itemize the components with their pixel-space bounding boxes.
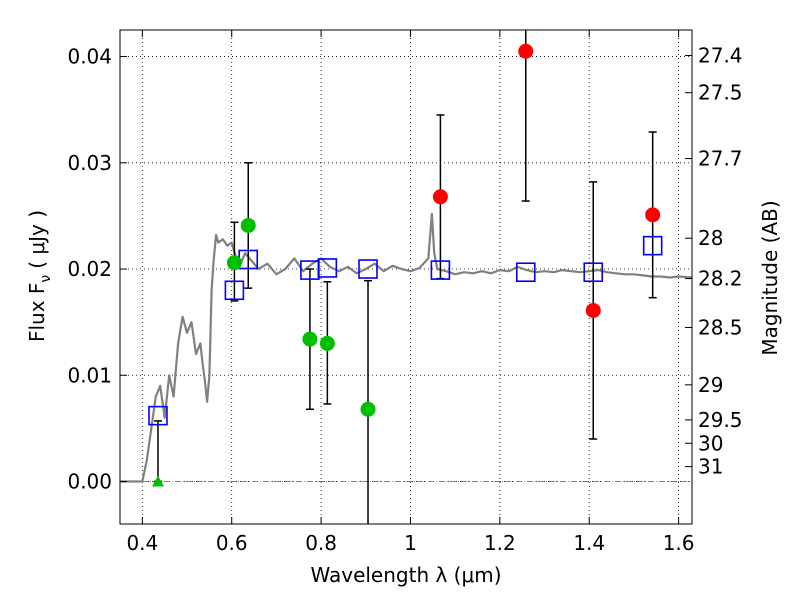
x-tick-label: 1 (404, 531, 417, 555)
data-layer (120, 30, 693, 524)
observed-flux-point (360, 401, 376, 417)
observed-flux-point (226, 255, 242, 271)
y-tick-label: 0.01 (67, 363, 112, 387)
plot-frame (119, 29, 693, 525)
y2-tick-label: 28.5 (698, 315, 743, 339)
x-axis-label: Wavelength λ (μm) (310, 563, 501, 587)
model-photometry-square (583, 262, 604, 283)
y2-tick-label: 27.4 (698, 43, 743, 67)
x-tick-label: 1.6 (663, 531, 695, 555)
x-tick-label: 1.2 (484, 531, 516, 555)
x-tick-label: 0.4 (126, 531, 158, 555)
y-axis-label-subscript: ν (38, 275, 54, 283)
y2-tick-label: 29.5 (698, 408, 743, 432)
template-spectrum-line (120, 212, 693, 483)
model-photometry-square (317, 258, 338, 278)
model-photometry-square (224, 280, 245, 301)
model-photometry-square (148, 405, 168, 426)
y-tick-label: 0.04 (67, 45, 112, 69)
observed-flux-point (518, 43, 534, 59)
y2-tick-label: 28 (698, 226, 723, 250)
observed-upper-limit-point (151, 475, 164, 487)
y2-tick-label: 27.7 (698, 147, 743, 171)
model-photometry-square (642, 235, 663, 256)
model-photometry-square (515, 262, 536, 283)
y2-tick-label: 29 (698, 373, 723, 397)
y2-axis-label: Magnitude (AB) (758, 200, 782, 355)
y2-tick-label: 30 (698, 431, 723, 455)
y-axis-label: Flux Fν ( μJy ) (25, 210, 54, 342)
x-tick-label: 0.8 (305, 531, 337, 555)
observed-flux-point (645, 207, 661, 223)
x-tick-label: 1.4 (573, 531, 605, 555)
y-tick-label: 0.03 (67, 151, 112, 175)
x-tick-label: 0.6 (216, 531, 248, 555)
y-axis-label-unit: ( μJy ) (25, 210, 49, 269)
observed-flux-point (585, 302, 601, 318)
model-photometry-square (358, 259, 378, 279)
y-axis-label-main: Flux F (25, 283, 49, 342)
y2-tick-label: 28.2 (698, 267, 743, 291)
y2-tick-label: 27.5 (698, 81, 743, 105)
observed-flux-point (240, 217, 256, 233)
observed-flux-point (319, 335, 335, 351)
y-tick-label: 0.00 (67, 470, 112, 494)
observed-flux-point (302, 331, 318, 347)
model-photometry-square (430, 260, 451, 280)
observed-flux-point (432, 189, 448, 205)
y-tick-label: 0.02 (67, 257, 112, 281)
y2-tick-label: 31 (698, 455, 723, 479)
ticks-layer: 0.4 0.6 0.8 1 1.2 1.4 1.6 0.00 0.01 0.02 0.03 0.04 2… (67, 30, 743, 555)
